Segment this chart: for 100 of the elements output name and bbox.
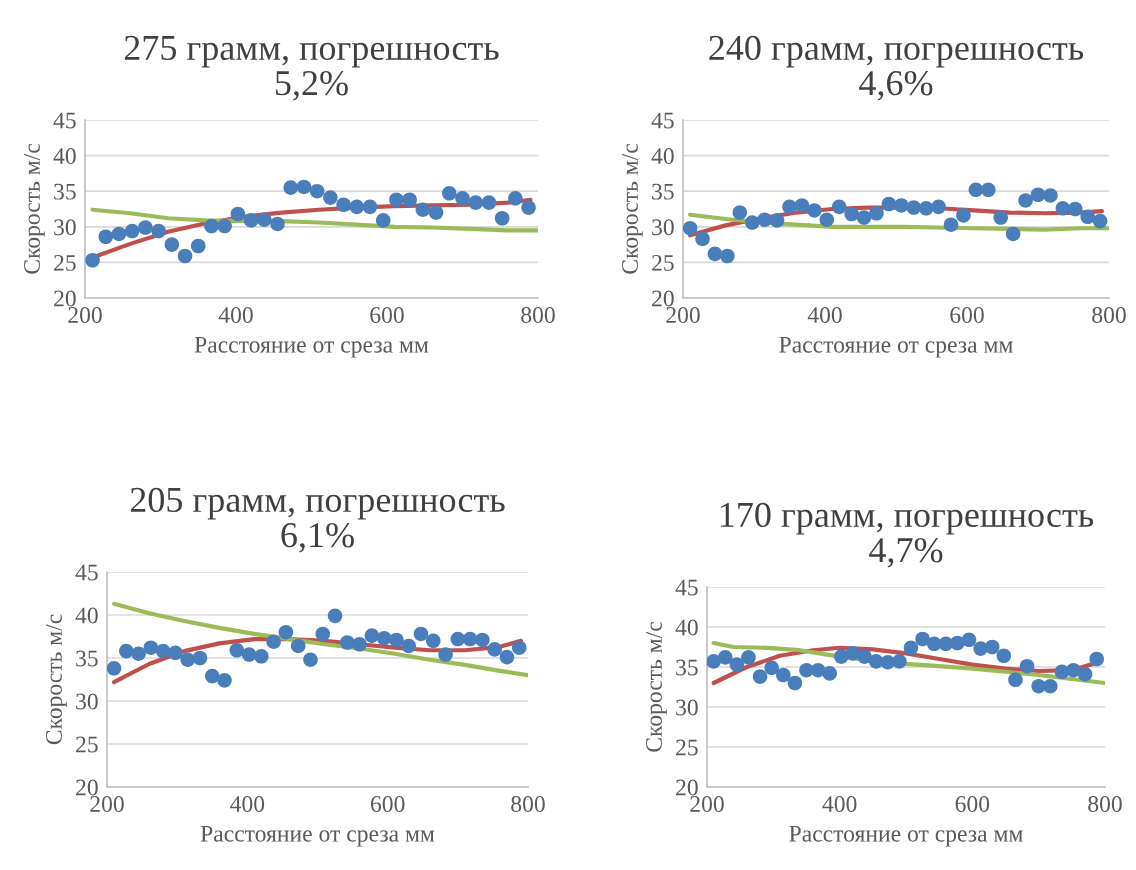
y-tick-label: 45 <box>75 564 98 581</box>
point <box>511 640 527 655</box>
point <box>931 199 946 215</box>
point <box>481 195 497 210</box>
point <box>336 197 351 213</box>
point <box>981 182 996 198</box>
point <box>119 643 134 659</box>
point <box>402 192 417 208</box>
point <box>869 205 884 221</box>
point <box>776 667 791 683</box>
point <box>984 639 1000 655</box>
point <box>956 208 971 223</box>
point <box>143 640 159 655</box>
y-tick-label: 40 <box>75 607 98 624</box>
x-tick-label: 600 <box>370 796 405 812</box>
point <box>362 199 378 215</box>
point <box>1067 201 1083 217</box>
x-tick-label: 400 <box>218 307 253 323</box>
point <box>254 649 269 664</box>
point <box>468 195 483 210</box>
point <box>707 654 721 669</box>
point <box>782 199 797 215</box>
x-tick-label: 400 <box>230 796 265 812</box>
point <box>943 217 959 232</box>
point <box>764 660 779 676</box>
y-axis-title: Скорость м/с <box>24 143 45 274</box>
x-tick-label: 800 <box>511 796 545 812</box>
point <box>892 654 907 669</box>
y-tick-label: 35 <box>54 183 76 200</box>
point <box>241 647 257 662</box>
y-tick-label: 25 <box>676 739 698 756</box>
point <box>323 190 338 205</box>
point <box>822 666 837 681</box>
point <box>151 223 166 239</box>
y-tick-label: 45 <box>651 112 674 129</box>
point <box>425 633 441 649</box>
chart-title: 275 грамм, погрешность 5,2% <box>124 35 499 101</box>
point <box>834 649 849 664</box>
x-tick-label: 200 <box>666 307 700 323</box>
y-tick-label: 25 <box>652 254 674 271</box>
point <box>303 652 318 667</box>
point <box>315 626 331 642</box>
point <box>857 649 872 664</box>
point <box>1055 201 1071 216</box>
point <box>741 650 756 665</box>
point <box>364 628 380 643</box>
point <box>1030 187 1046 203</box>
y-tick-label: 35 <box>76 650 98 667</box>
point <box>257 212 272 227</box>
point <box>438 647 453 662</box>
x-tick-label: 200 <box>690 796 724 812</box>
y-tick-label: 20 <box>652 290 674 307</box>
x-tick-label: 200 <box>68 307 102 323</box>
point <box>906 200 922 215</box>
point <box>401 638 416 654</box>
point <box>1018 193 1033 208</box>
point <box>180 652 195 667</box>
y-tick-label: 20 <box>676 779 698 796</box>
y-tick-label: 30 <box>54 219 76 236</box>
y-tick-label: 25 <box>54 254 76 271</box>
point <box>204 218 219 234</box>
point <box>968 182 984 198</box>
point <box>744 215 760 230</box>
y-tick-label: 35 <box>676 659 698 676</box>
y-tick-label: 30 <box>652 219 674 236</box>
point <box>1019 658 1035 674</box>
point <box>787 675 803 691</box>
point <box>278 624 294 640</box>
point <box>138 220 153 235</box>
point <box>413 626 429 642</box>
y-axis-title: Скорость м/с <box>646 621 667 752</box>
chart-title: 170 грамм, погрешность 4,7% <box>720 502 1094 568</box>
point <box>462 631 478 647</box>
point <box>177 248 193 264</box>
point <box>695 231 710 247</box>
point <box>1008 672 1023 688</box>
point <box>243 213 259 228</box>
point <box>455 191 470 206</box>
point <box>85 252 100 268</box>
point <box>845 646 861 661</box>
point <box>229 642 245 658</box>
point <box>810 662 826 678</box>
point <box>164 237 180 252</box>
x-axis-title: Расстояние от среза мм <box>200 826 435 847</box>
point <box>844 206 859 222</box>
point <box>1005 226 1021 242</box>
point <box>856 210 872 225</box>
x-axis-title: Расстояние от среза мм <box>789 826 1023 847</box>
point <box>499 649 515 665</box>
y-tick-label: 45 <box>53 112 76 129</box>
point <box>415 202 431 217</box>
point <box>1092 213 1108 229</box>
point <box>290 638 306 654</box>
point <box>155 643 171 659</box>
point <box>107 661 122 676</box>
y-tick-label: 40 <box>53 148 76 165</box>
point <box>1066 662 1081 678</box>
point <box>217 218 232 234</box>
point <box>309 183 325 199</box>
point <box>349 199 365 215</box>
